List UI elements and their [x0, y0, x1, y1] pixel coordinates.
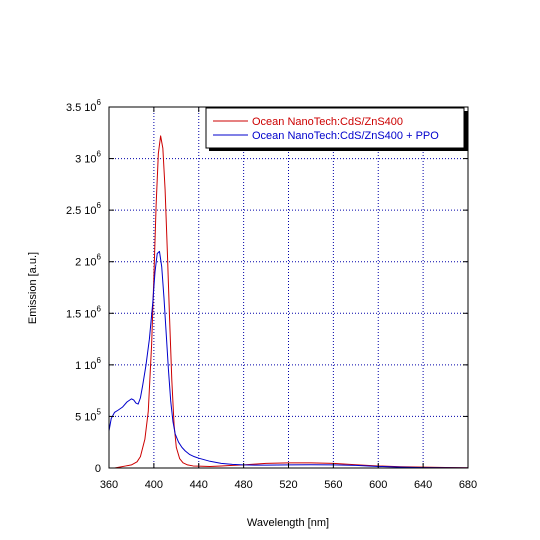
legend-label-cds-zns400: Ocean NanoTech:CdS/ZnS400	[252, 116, 403, 128]
legend-label-cds-zns400-ppo: Ocean NanoTech:CdS/ZnS400 + PPO	[252, 130, 439, 142]
y-tick-labels: 0 5 105 1 106 1.5 106 2 106 2.5 106 3 106 3.5 1…	[66, 98, 102, 475]
series-layer	[108, 135, 469, 469]
axis-ticks	[108, 106, 469, 469]
x-tick-label: 520	[279, 479, 297, 491]
y-tick-label: 1.5 106	[66, 304, 102, 320]
legend-box	[205, 107, 465, 149]
x-tick-label: 560	[324, 479, 342, 491]
series-line-1	[108, 250, 469, 469]
x-tick-labels: 360 400 440 480 520 560 600 640 680	[100, 479, 477, 491]
legend: Ocean NanoTech:CdS/ZnS400 Ocean NanoTech…	[205, 107, 468, 151]
x-tick-label: 640	[414, 479, 432, 491]
y-tick-label: 1 106	[75, 356, 101, 372]
x-tick-label: 680	[459, 479, 477, 491]
x-tick-label: 480	[234, 479, 252, 491]
y-axis-title: Emission [a.u.]	[27, 252, 39, 324]
x-tick-label: 360	[100, 479, 118, 491]
y-tick-label: 2.5 106	[66, 201, 102, 217]
grid-lines	[109, 107, 468, 468]
y-tick-label: 3.5 106	[66, 98, 102, 114]
y-tick-label: 5 105	[75, 407, 101, 423]
x-tick-label: 440	[190, 479, 208, 491]
x-axis-title: Wavelength [nm]	[247, 517, 329, 529]
x-tick-label: 600	[369, 479, 387, 491]
series-line-0	[114, 135, 469, 469]
y-tick-label: 0	[95, 463, 101, 475]
x-tick-label: 400	[145, 479, 163, 491]
y-tick-label: 3 106	[75, 150, 101, 166]
y-tick-label: 2 106	[75, 253, 101, 269]
